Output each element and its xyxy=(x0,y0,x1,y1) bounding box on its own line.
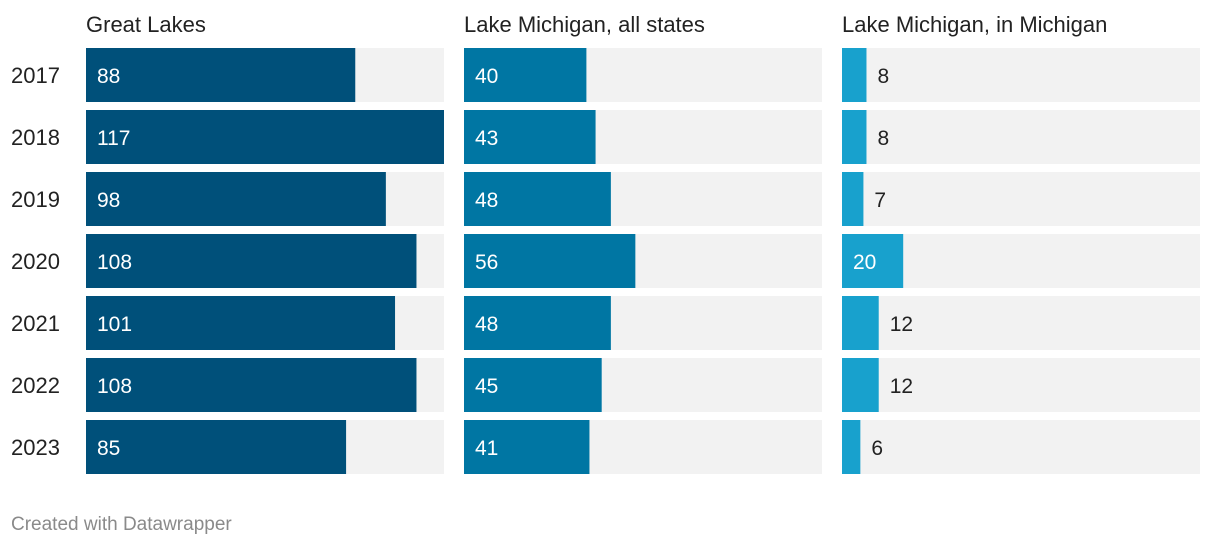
bar-great-lakes-2018 xyxy=(86,110,444,164)
bar-track xyxy=(842,48,1200,102)
value-label: 117 xyxy=(97,127,130,150)
bar-track xyxy=(842,110,1200,164)
value-label: 7 xyxy=(874,189,886,212)
bar-lake-michigan-all-states-2020 xyxy=(464,234,636,288)
bar-lake-michigan-all-states-2018 xyxy=(464,110,596,164)
bar-lake-michigan-in-michigan-2022 xyxy=(842,358,879,412)
bar-track xyxy=(842,172,1200,226)
year-label-2022: 2022 xyxy=(11,373,60,398)
bar-lake-michigan-in-michigan-2020 xyxy=(842,234,904,288)
bar-lake-michigan-all-states-2021 xyxy=(464,296,611,350)
value-label: 56 xyxy=(475,251,498,274)
bar-great-lakes-2022 xyxy=(86,358,417,412)
value-label: 48 xyxy=(475,313,498,336)
value-label: 12 xyxy=(890,313,913,336)
year-label-2020: 2020 xyxy=(11,249,60,274)
bar-lake-michigan-in-michigan-2017 xyxy=(842,48,867,102)
bar-track xyxy=(842,420,1200,474)
bar-lake-michigan-in-michigan-2021 xyxy=(842,296,879,350)
footer-credit: Created with Datawrapper xyxy=(11,514,232,535)
value-label: 6 xyxy=(871,437,883,460)
value-label: 98 xyxy=(97,189,120,212)
bar-lake-michigan-in-michigan-2019 xyxy=(842,172,864,226)
value-label: 12 xyxy=(890,375,913,398)
year-label-2023: 2023 xyxy=(11,435,60,460)
value-label: 43 xyxy=(475,127,498,150)
bar-lake-michigan-all-states-2022 xyxy=(464,358,602,412)
bar-track xyxy=(842,296,1200,350)
bar-great-lakes-2023 xyxy=(86,420,347,474)
bar-great-lakes-2020 xyxy=(86,234,417,288)
panel-title-lake-michigan-all-states: Lake Michigan, all states xyxy=(464,12,705,37)
panel-title-great-lakes: Great Lakes xyxy=(86,12,206,37)
value-label: 108 xyxy=(97,375,132,398)
year-label-2021: 2021 xyxy=(11,311,60,336)
bar-great-lakes-2019 xyxy=(86,172,386,226)
value-label: 85 xyxy=(97,437,120,460)
bar-lake-michigan-in-michigan-2018 xyxy=(842,110,867,164)
value-label: 88 xyxy=(97,65,120,88)
value-label: 45 xyxy=(475,375,498,398)
bar-track xyxy=(842,358,1200,412)
value-label: 20 xyxy=(853,251,876,274)
bar-great-lakes-2021 xyxy=(86,296,396,350)
year-label-2019: 2019 xyxy=(11,187,60,212)
year-label-2018: 2018 xyxy=(11,125,60,150)
panel-title-lake-michigan-in-michigan: Lake Michigan, in Michigan xyxy=(842,12,1107,37)
value-label: 108 xyxy=(97,251,132,274)
value-label: 40 xyxy=(475,65,498,88)
bar-lake-michigan-all-states-2023 xyxy=(464,420,590,474)
value-label: 8 xyxy=(877,65,889,88)
value-label: 48 xyxy=(475,189,498,212)
bar-lake-michigan-all-states-2017 xyxy=(464,48,587,102)
small-multiples-bar-chart: 2017 2018 2019 2020 2021 2022 2023 Great Lakes 8… xyxy=(11,12,1200,474)
value-label: 101 xyxy=(97,313,132,336)
bar-lake-michigan-in-michigan-2023 xyxy=(842,420,861,474)
bar-great-lakes-2017 xyxy=(86,48,356,102)
year-label-2017: 2017 xyxy=(11,63,60,88)
value-label: 41 xyxy=(475,437,498,460)
value-label: 8 xyxy=(877,127,889,150)
bar-lake-michigan-all-states-2019 xyxy=(464,172,611,226)
